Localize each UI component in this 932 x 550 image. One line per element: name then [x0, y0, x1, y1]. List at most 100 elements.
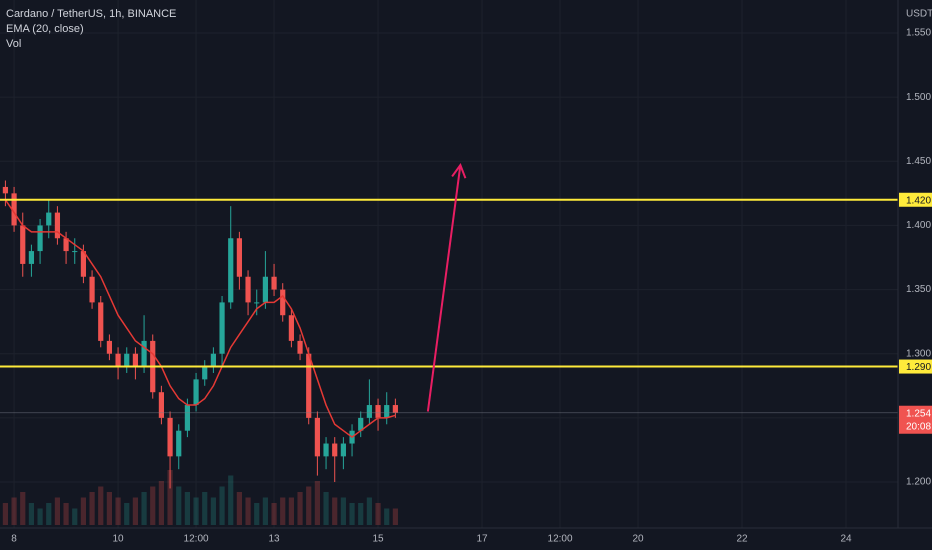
arrow-shaft: [426, 164, 462, 412]
candle-body: [28, 251, 35, 264]
candle-body: [20, 225, 26, 264]
candle-body: [184, 405, 190, 431]
candle-body: [46, 212, 52, 226]
y-tick-label: 1.200: [906, 477, 931, 488]
volume-bar: [20, 492, 26, 525]
candle-body: [210, 353, 216, 367]
volume-bar: [236, 492, 242, 525]
y-tick-label: 1.450: [906, 156, 931, 167]
candle-body: [132, 353, 139, 367]
level-badge: [899, 192, 932, 207]
volume-bar: [63, 503, 69, 525]
y-tick-label: 1.300: [906, 348, 931, 359]
candle-body: [124, 353, 130, 367]
candle-body: [392, 405, 398, 413]
candle-body: [176, 430, 182, 457]
y-tick-label: 1.350: [906, 284, 931, 295]
axes: 1.2001.2501.3001.3501.4001.4501.5001.550…: [11, 28, 932, 545]
volume-bar: [80, 497, 87, 525]
ema-line: [4, 199, 396, 439]
grid: [0, 0, 898, 528]
y-tick-label: 1.500: [906, 92, 931, 103]
candle-body: [141, 340, 147, 367]
volume-bar: [245, 497, 251, 525]
volume-bar: [37, 508, 43, 525]
candle-body: [306, 353, 312, 418]
x-tick-label: 24: [840, 534, 852, 545]
candle-body: [314, 417, 320, 457]
volume-bar: [158, 481, 165, 525]
x-tick-label: 22: [736, 534, 748, 545]
candle-body: [340, 443, 346, 457]
volume-bar: [54, 497, 61, 525]
volume-bar: [11, 497, 17, 525]
currency-label: USDT: [906, 9, 932, 20]
volume-bar: [150, 486, 156, 525]
x-tick-label: 17: [476, 534, 488, 545]
countdown-label: 20:08: [906, 421, 931, 432]
candle-body: [384, 405, 390, 418]
candle-body: [193, 379, 199, 406]
volume-bar: [28, 503, 35, 525]
volume-bar: [323, 492, 329, 525]
candle-body: [54, 212, 61, 239]
volume-bar: [167, 470, 173, 525]
candle-body: [236, 238, 242, 277]
candle-body: [202, 366, 208, 380]
volume-bar: [184, 492, 190, 525]
volume-bar: [176, 486, 182, 525]
volume-bar: [132, 497, 139, 525]
x-tick-label: 15: [372, 534, 384, 545]
candle-body: [288, 315, 294, 341]
candle-body: [158, 392, 165, 418]
y-tick-label: 1.400: [906, 220, 931, 231]
candle-body: [366, 405, 372, 418]
x-tick-label: 20: [632, 534, 644, 545]
volume-bar: [89, 492, 95, 525]
candle-body: [245, 276, 251, 303]
candle-body: [358, 417, 364, 431]
x-tick-label: 13: [268, 534, 280, 545]
candle-body: [297, 340, 303, 354]
candle-body: [37, 225, 43, 252]
volume-bar: [98, 486, 104, 525]
candle-body: [254, 302, 260, 304]
volume-bar: [228, 475, 234, 525]
volume-bar: [72, 508, 78, 525]
volume-bar: [384, 508, 390, 525]
volume-bar: [202, 492, 208, 525]
candle-body: [72, 251, 78, 253]
last-price-badge: [899, 405, 932, 434]
chart-title: Cardano / TetherUS, 1h, BINANCE: [6, 8, 176, 20]
candle-body: [262, 276, 268, 303]
indicator-label: EMA (20, close): [6, 23, 84, 35]
candle-body: [80, 251, 87, 277]
candle-body: [219, 302, 225, 354]
volume-bar: [219, 486, 225, 525]
candle-body: [2, 186, 9, 194]
x-tick-label: 12:00: [184, 534, 209, 545]
volume-bar: [210, 497, 216, 525]
volume-bar: [106, 492, 113, 525]
candle-body: [332, 443, 338, 457]
volume-bar: [340, 497, 346, 525]
candle-body: [106, 340, 113, 354]
candle-body: [63, 238, 69, 252]
volume-bar: [392, 508, 398, 525]
volume-bar: [254, 503, 260, 525]
candle-body: [89, 276, 95, 303]
volume-bar: [124, 503, 130, 525]
volume-bar: [280, 497, 286, 525]
x-tick-label: 12:00: [548, 534, 573, 545]
volume-bar: [349, 503, 355, 525]
volume-bar: [366, 497, 372, 525]
candle-body: [115, 353, 121, 367]
level-label: 1.420: [906, 195, 931, 206]
volume-bar: [288, 497, 294, 525]
y-tick-label: 1.550: [906, 28, 931, 39]
candle-body: [375, 405, 381, 418]
plot: [0, 163, 898, 489]
volume-bar: [297, 492, 303, 525]
volume-bar: [314, 481, 320, 525]
